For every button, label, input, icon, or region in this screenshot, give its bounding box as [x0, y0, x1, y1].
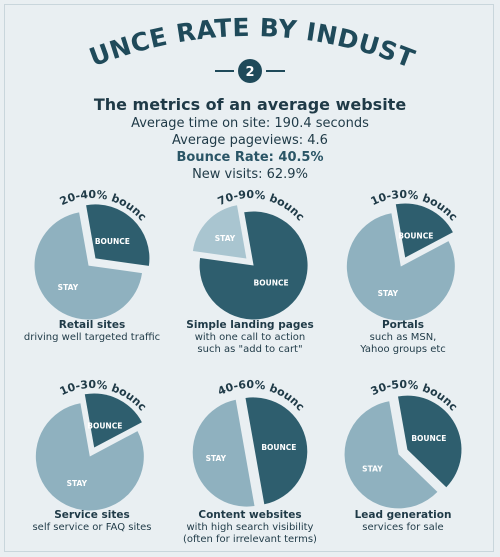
caption-line: driving well targeted traffic — [23, 331, 161, 343]
metric-bounce-rate: Bounce Rate: 40.5% — [176, 150, 324, 165]
slice-label-stay: STAY — [378, 289, 399, 298]
slice-label-stay: STAY — [215, 234, 236, 243]
metrics-heading: The metrics of an average website — [93, 95, 407, 114]
pie-slice-stay — [192, 399, 255, 507]
pie-slice-bounce — [84, 393, 142, 448]
chart-caption: Lead generation services for sale — [323, 509, 483, 534]
pie-slice-bounce — [395, 203, 453, 258]
caption-line: Yahoo groups etc — [360, 344, 446, 355]
caption-line: with one call to action — [194, 331, 306, 343]
slice-label-bounce: BOUNCE — [254, 278, 289, 287]
caption-title: Portals — [381, 319, 425, 331]
slice-label-bounce: BOUNCE — [411, 434, 446, 443]
slice-label-bounce: BOUNCE — [87, 422, 122, 431]
caption-title: Lead generation — [354, 509, 452, 521]
slice-label-stay: STAY — [67, 479, 88, 488]
metric-pageviews: Average pageviews: 4.6 — [172, 133, 328, 148]
title-block: BOUNCE RATE BY INDUSTRY 2 — [0, 0, 418, 83]
chart-caption: Portals such as MSN, Yahoo groups etc — [323, 319, 483, 357]
slice-label-bounce: BOUNCE — [261, 443, 296, 452]
pie-slice-bounce — [199, 211, 308, 320]
chart-caption: Service sites self service or FAQ sites — [12, 509, 172, 534]
pie-slice-bounce — [245, 397, 308, 505]
pie-chart: BOUNCE STAY 20-40% bounce — [0, 0, 150, 320]
bounce-range-label: 10-30% bounce — [0, 0, 460, 224]
frame-border — [4, 4, 494, 552]
metric-time-on-site: Average time on site: 190.4 seconds — [131, 116, 369, 131]
slice-label-stay: STAY — [58, 283, 79, 292]
pie-slice-stay — [344, 401, 438, 509]
metric-new-visits: New visits: 62.9% — [192, 167, 308, 182]
chart-caption: Simple landing pages with one call to act… — [170, 319, 330, 357]
caption-line: self service or FAQ sites — [32, 521, 152, 533]
caption-title: Service sites — [54, 509, 130, 521]
chart-caption: Content websites with high search visibil… — [170, 509, 330, 547]
slice-label-bounce: BOUNCE — [95, 237, 130, 246]
pie-slice-stay — [346, 213, 455, 321]
caption-title: Retail sites — [58, 319, 126, 331]
caption-line: such as MSN, — [369, 331, 437, 343]
slice-label-stay: STAY — [362, 464, 383, 473]
caption-line: services for sale — [362, 521, 444, 533]
pie-slice-stay — [192, 205, 247, 259]
chart-caption: Retail sites driving well targeted traffi… — [12, 319, 172, 344]
caption-line: with high search visibility — [186, 521, 314, 533]
slice-label-stay: STAY — [206, 454, 227, 463]
metrics-block: The metrics of an average website Averag… — [0, 94, 500, 183]
number-badge-label: 2 — [245, 65, 254, 80]
pie-slice-bounce — [398, 395, 462, 488]
caption-line: (often for irrelevant terms) — [183, 534, 317, 545]
bounce-range-label: 20-40% bounce — [0, 0, 149, 224]
pie-slice-bounce — [86, 204, 150, 266]
caption-title: Content websites — [198, 509, 302, 521]
pie-slice-stay — [35, 403, 144, 511]
caption-title: Simple landing pages — [186, 319, 314, 331]
bounce-range-label: 70-90% bounce — [0, 0, 307, 224]
number-badge — [238, 59, 262, 83]
caption-line: such as "add to cart" — [197, 344, 303, 355]
pie-slice-stay — [34, 212, 142, 320]
slice-label-bounce: BOUNCE — [398, 232, 433, 241]
